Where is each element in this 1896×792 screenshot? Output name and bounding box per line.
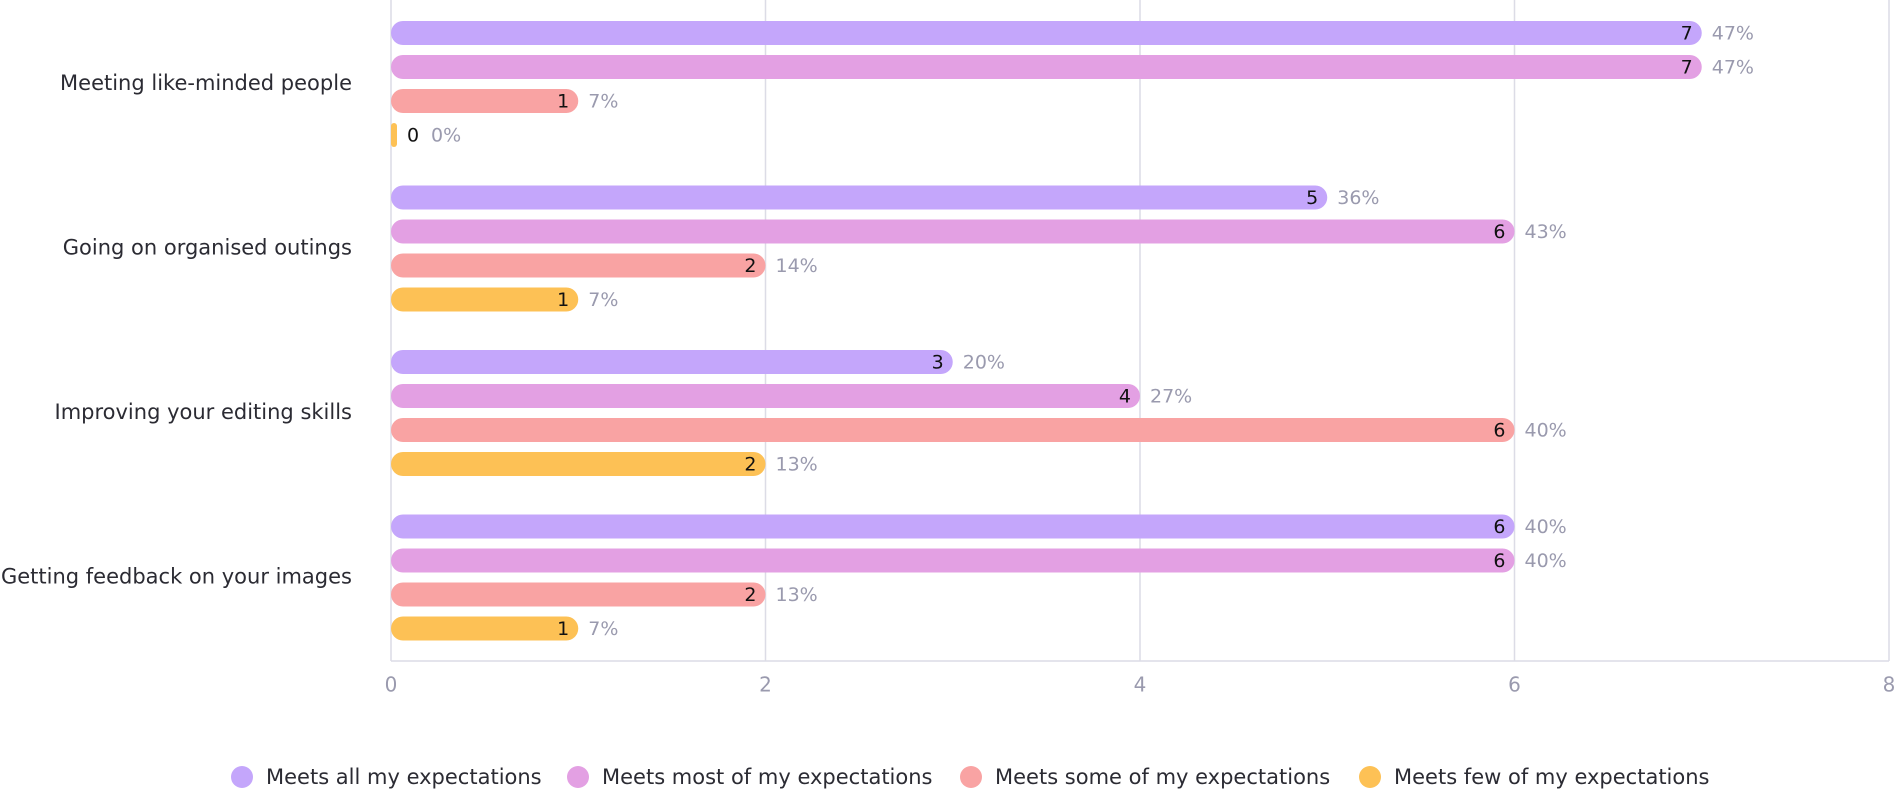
bar-count-label: 6 bbox=[1493, 221, 1505, 243]
bar-count-label: 6 bbox=[1493, 516, 1505, 538]
bar-count-label: 2 bbox=[744, 255, 756, 277]
x-tick-label: 6 bbox=[1508, 673, 1521, 697]
bar-percent-label: 13% bbox=[776, 584, 818, 606]
category-label: Improving your editing skills bbox=[55, 400, 353, 424]
bar bbox=[391, 548, 1515, 573]
bar bbox=[391, 287, 579, 312]
bar-percent-label: 14% bbox=[776, 255, 818, 277]
bar-count-label: 1 bbox=[557, 289, 569, 311]
legend-label: Meets few of my expectations bbox=[1394, 765, 1710, 789]
bar-percent-label: 7% bbox=[588, 91, 618, 113]
bar bbox=[391, 21, 1702, 45]
bar-percent-label: 40% bbox=[1525, 516, 1567, 538]
bar bbox=[391, 350, 953, 374]
category-label: Going on organised outings bbox=[63, 236, 352, 260]
legend-swatch bbox=[1359, 766, 1381, 788]
bar-count-label: 7 bbox=[1681, 57, 1693, 79]
bar-percent-label: 43% bbox=[1525, 221, 1567, 243]
bar bbox=[391, 219, 1515, 244]
bar-count-label: 2 bbox=[744, 454, 756, 476]
category-label: Meeting like-minded people bbox=[60, 71, 352, 95]
legend-label: Meets some of my expectations bbox=[995, 765, 1330, 789]
bar-count-label: 6 bbox=[1493, 420, 1505, 442]
bar bbox=[391, 418, 1515, 442]
bar-percent-label: 13% bbox=[776, 454, 818, 476]
category-label: Getting feedback on your images bbox=[1, 565, 352, 589]
bar-count-label: 3 bbox=[932, 352, 944, 374]
bar bbox=[391, 123, 397, 147]
bar-percent-label: 47% bbox=[1712, 23, 1754, 45]
bar bbox=[391, 89, 579, 113]
bar-percent-label: 40% bbox=[1525, 420, 1567, 442]
bar-count-label: 1 bbox=[557, 618, 569, 640]
bar-count-label: 6 bbox=[1493, 550, 1505, 572]
x-tick-label: 0 bbox=[385, 673, 398, 697]
bar-count-label: 5 bbox=[1306, 187, 1318, 209]
legend-swatch bbox=[567, 766, 589, 788]
bar bbox=[391, 55, 1702, 79]
x-tick-label: 2 bbox=[759, 673, 772, 697]
bar-count-label: 0 bbox=[407, 125, 419, 147]
bar-percent-label: 7% bbox=[588, 618, 618, 640]
bar-percent-label: 47% bbox=[1712, 57, 1754, 79]
legend-swatch bbox=[960, 766, 982, 788]
bar bbox=[391, 384, 1140, 408]
bar-percent-label: 27% bbox=[1150, 386, 1192, 408]
bar bbox=[391, 616, 579, 641]
bar-percent-label: 20% bbox=[963, 352, 1005, 374]
bar-percent-label: 0% bbox=[431, 125, 461, 147]
bar-percent-label: 36% bbox=[1337, 187, 1379, 209]
x-tick-label: 4 bbox=[1134, 673, 1147, 697]
bar-count-label: 1 bbox=[557, 91, 569, 113]
bar bbox=[391, 253, 766, 278]
bar bbox=[391, 452, 766, 476]
bar bbox=[391, 582, 766, 607]
x-tick-label: 8 bbox=[1883, 673, 1896, 697]
bar-count-label: 4 bbox=[1119, 386, 1131, 408]
bar-percent-label: 40% bbox=[1525, 550, 1567, 572]
legend-label: Meets all my expectations bbox=[266, 765, 542, 789]
bar-count-label: 7 bbox=[1681, 23, 1693, 45]
bar-count-label: 2 bbox=[744, 584, 756, 606]
bar-percent-label: 7% bbox=[588, 289, 618, 311]
legend-swatch bbox=[231, 766, 253, 788]
bar bbox=[391, 185, 1328, 210]
bar bbox=[391, 514, 1515, 539]
legend-label: Meets most of my expectations bbox=[602, 765, 932, 789]
